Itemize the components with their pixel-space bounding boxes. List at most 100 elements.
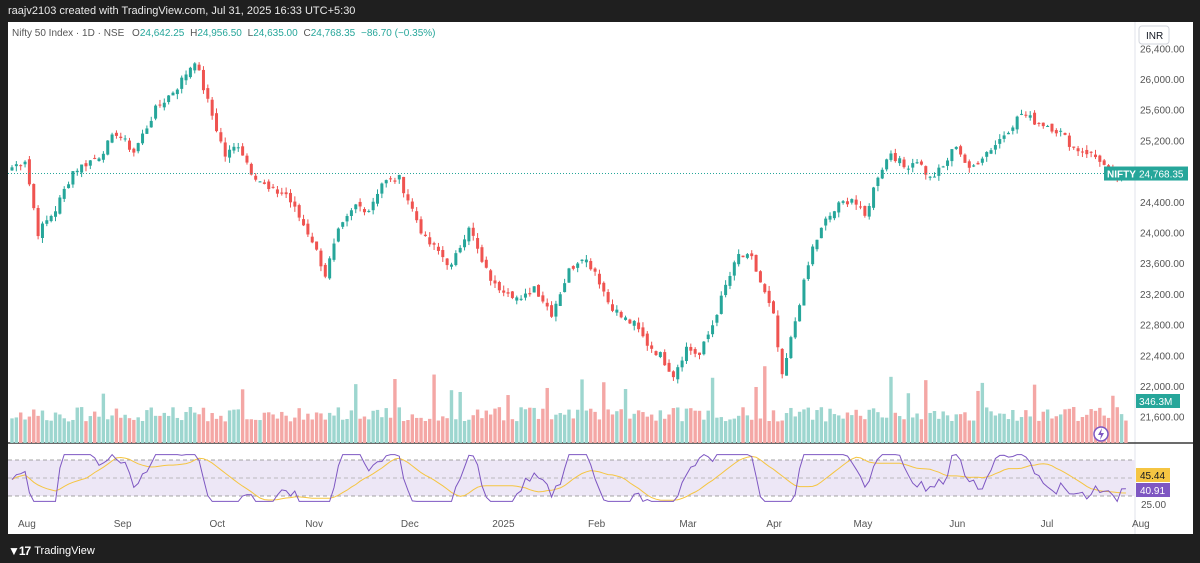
candle-body <box>267 181 271 190</box>
candle-body <box>941 166 945 168</box>
price-axis-labels: 26,400.0026,000.0025,600.0025,200.0024,8… <box>1140 44 1185 423</box>
candle-body <box>345 216 349 222</box>
candle-body <box>49 215 53 222</box>
volume-bar <box>336 407 341 443</box>
volume-bar <box>475 409 480 443</box>
volume-bar <box>380 417 384 443</box>
volume-bar <box>802 409 806 443</box>
candle-body <box>711 325 715 335</box>
candle-body <box>493 280 497 284</box>
candle-body <box>1028 115 1032 118</box>
rsi-line <box>11 453 1126 503</box>
volume-bar <box>832 414 837 443</box>
volume-bar <box>623 389 628 443</box>
volume-bar <box>736 415 741 443</box>
price-tick-label: 21,600.00 <box>1140 413 1185 424</box>
candle-body <box>88 160 92 166</box>
lightning-alert-icon[interactable] <box>1093 426 1109 442</box>
candle-body <box>489 270 493 281</box>
volume-bar <box>445 418 449 443</box>
volume-bar <box>1037 420 1041 443</box>
candle-body <box>1046 125 1050 127</box>
candle-body <box>23 161 27 165</box>
candle-body <box>436 246 440 251</box>
volume-bar <box>62 418 66 443</box>
candle-body <box>684 346 688 362</box>
candlestick-chart[interactable]: 26,400.0026,000.0025,600.0025,200.0024,8… <box>8 22 1193 534</box>
legend-high-label: H <box>190 28 197 39</box>
candle-body <box>698 352 702 355</box>
volume-bar <box>314 412 319 443</box>
volume-bar <box>310 419 314 443</box>
volume-bar <box>262 412 267 443</box>
candle-body <box>297 205 301 218</box>
legend-low-value: 24,635.00 <box>253 28 298 39</box>
volume-bar <box>815 410 819 443</box>
candle-body <box>40 223 44 238</box>
candle-body <box>732 262 736 276</box>
volume-bar <box>49 420 53 443</box>
volume-bar <box>806 407 810 443</box>
volume-bar <box>506 395 510 443</box>
volume-bar <box>149 407 153 443</box>
candle-body <box>624 317 628 320</box>
volume-bar <box>567 409 571 443</box>
candle-body <box>402 176 406 194</box>
time-tick-label: May <box>853 519 872 530</box>
candle-body <box>14 164 18 167</box>
candle-body <box>114 132 118 136</box>
candle-body <box>589 260 593 270</box>
price-tick-label: 23,600.00 <box>1140 259 1185 270</box>
volume-bar <box>419 417 423 443</box>
chart-panel[interactable]: 26,400.0026,000.0025,600.0025,200.0024,8… <box>8 22 1193 534</box>
volume-bar <box>306 413 310 443</box>
candle-body <box>806 265 810 279</box>
volume-bar <box>1032 384 1037 443</box>
volume-bar <box>1115 407 1119 443</box>
volume-bar <box>132 419 136 443</box>
candle-body <box>258 181 262 183</box>
volume-bar <box>362 416 367 443</box>
legend-close-label: C <box>303 28 310 39</box>
candle-body <box>349 210 353 216</box>
tradingview-logo[interactable]: ▼17 TradingView <box>8 544 95 558</box>
candle-body <box>667 362 671 372</box>
volume-bar <box>780 420 784 443</box>
candle-body <box>58 197 62 214</box>
candle-body <box>867 205 871 217</box>
candle-body <box>306 223 310 235</box>
candle-body <box>976 162 980 165</box>
candle-body <box>371 201 375 211</box>
rsi-tag: 40.91 <box>1140 486 1165 497</box>
price-tick-label: 24,400.00 <box>1140 198 1185 209</box>
price-tick-label: 23,200.00 <box>1140 290 1185 301</box>
candle-body <box>859 206 863 208</box>
currency-button[interactable] <box>1138 25 1170 45</box>
candle-body <box>262 182 266 184</box>
candle-body <box>950 149 954 162</box>
volume-bar <box>880 417 884 443</box>
candle-body <box>380 183 384 194</box>
candle-body <box>706 334 710 340</box>
candle-body <box>184 74 188 81</box>
candle-body <box>302 219 306 226</box>
volume-bar <box>1098 407 1102 443</box>
volume-bar <box>519 407 523 443</box>
rsi-ma-tag-box <box>1136 468 1170 482</box>
candle-body <box>946 160 950 166</box>
volume-bar <box>240 389 245 443</box>
candle-body <box>110 134 114 143</box>
candle-body <box>876 177 880 186</box>
candle-body <box>819 227 823 239</box>
candle-body <box>767 290 771 303</box>
candle-body <box>36 207 40 237</box>
volume-tag: 346.3M <box>1139 397 1172 408</box>
volume-bar <box>36 415 40 443</box>
candle-body <box>1002 135 1006 139</box>
candle-body <box>167 95 171 103</box>
candle-body <box>1054 130 1058 134</box>
volume-bar <box>258 420 262 443</box>
legend-high-value: 24,956.50 <box>197 28 242 39</box>
candle-body <box>628 319 632 324</box>
volume-bar <box>428 418 432 443</box>
